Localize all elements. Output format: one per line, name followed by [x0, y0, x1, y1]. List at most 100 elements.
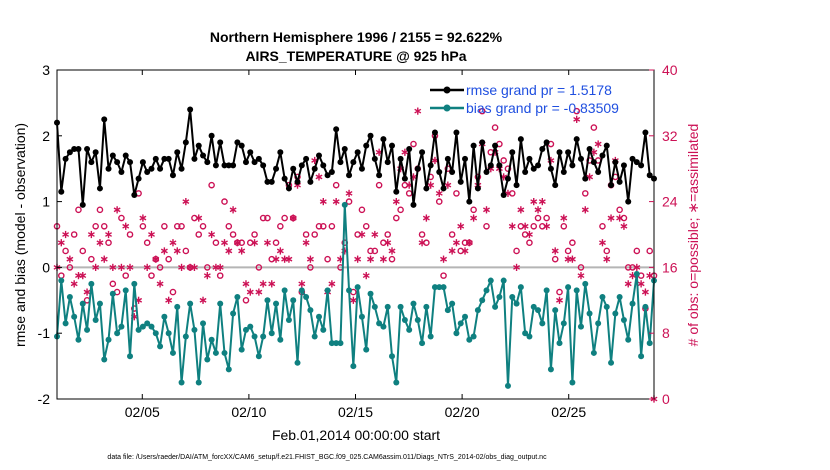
- rmse-point: [96, 185, 103, 192]
- rmse-point: [483, 168, 490, 175]
- obs-assimilated-marker: [564, 255, 572, 263]
- obs-possible-marker: [100, 222, 108, 230]
- bias-point: [187, 300, 194, 307]
- bias-point: [178, 379, 185, 386]
- bias-point: [625, 336, 632, 343]
- rmse-point: [582, 175, 589, 182]
- obs-assimilated-marker: [251, 239, 259, 247]
- y-axis-left-label: rmse and bias (model - observation): [12, 123, 28, 347]
- obs-assimilated-marker: [169, 239, 177, 247]
- rmse-point: [406, 145, 413, 152]
- obs-possible-marker: [156, 264, 164, 271]
- rmse-point: [187, 106, 194, 113]
- chart-title-line2: AIRS_TEMPERATURE @ 925 hPa: [245, 48, 466, 64]
- bias-point: [157, 343, 164, 350]
- bias-point: [225, 366, 232, 373]
- bias-point: [616, 294, 623, 301]
- obs-possible-marker: [362, 222, 370, 230]
- obs-possible-marker: [105, 239, 112, 247]
- obs-assimilated-marker: [513, 263, 521, 271]
- obs-assimilated-marker: [573, 115, 581, 123]
- obs-possible-marker: [143, 239, 151, 247]
- obs-assimilated-marker: [75, 272, 82, 280]
- obs-possible-marker: [216, 272, 224, 279]
- obs-assimilated-marker: [319, 198, 327, 206]
- obs-assimilated-marker: [646, 272, 654, 280]
- rmse-point: [453, 129, 460, 136]
- obs-possible-marker: [367, 247, 374, 255]
- obs-assimilated-marker: [113, 206, 121, 214]
- obs-possible-marker: [182, 247, 190, 255]
- obs-assimilated-marker: [543, 222, 551, 230]
- rmse-point: [92, 149, 99, 156]
- obs-possible-marker: [221, 198, 228, 205]
- rmse-point: [431, 129, 438, 136]
- bias-point: [311, 333, 318, 340]
- bias-point: [62, 320, 69, 327]
- bias-point: [255, 353, 262, 360]
- rmse-point: [346, 172, 353, 179]
- bias-point: [530, 303, 537, 310]
- rmse-point: [389, 142, 396, 149]
- bias-point: [620, 317, 627, 324]
- obs-possible-marker: [229, 231, 237, 238]
- bias-point: [436, 284, 443, 291]
- bias-point: [221, 349, 228, 356]
- bias-point: [431, 284, 438, 291]
- rmse-point: [101, 116, 108, 123]
- bias-point: [462, 313, 469, 320]
- rmse-point: [560, 168, 567, 175]
- rmse-point: [182, 139, 189, 146]
- obs-possible-marker: [551, 255, 559, 263]
- obs-possible-marker: [423, 239, 430, 247]
- obs-assimilated-marker: [263, 239, 271, 247]
- rmse-point: [440, 185, 447, 192]
- rmse-point: [522, 168, 529, 175]
- obs-assimilated-marker: [242, 280, 250, 288]
- obs-possible-marker: [375, 181, 383, 189]
- y-right-tick-label: 8: [662, 325, 670, 341]
- obs-assimilated-marker: [328, 280, 336, 288]
- obs-possible-marker: [500, 157, 507, 164]
- obs-assimilated-marker: [556, 296, 563, 304]
- rmse-point: [144, 168, 151, 175]
- rmse-point: [328, 168, 335, 175]
- bias-point: [273, 300, 280, 307]
- obs-possible-marker: [633, 247, 641, 255]
- rmse-point: [556, 149, 563, 156]
- obs-assimilated-marker: [100, 255, 108, 263]
- obs-possible-marker: [191, 214, 198, 222]
- obs-assimilated-marker: [521, 222, 529, 230]
- bias-point: [440, 284, 447, 291]
- rmse-point: [109, 152, 116, 159]
- obs-possible-marker: [530, 222, 538, 230]
- obs-assimilated-marker: [414, 107, 422, 115]
- obs-possible-marker: [75, 206, 82, 214]
- obs-possible-marker: [302, 231, 310, 238]
- obs-possible-marker: [165, 255, 172, 263]
- x-tick-label: 02/25: [551, 404, 586, 420]
- bias-point: [487, 277, 494, 284]
- obs-assimilated-marker: [332, 198, 340, 206]
- rmse-point: [358, 165, 365, 172]
- obs-possible-marker: [169, 288, 177, 296]
- rmse-point: [350, 159, 357, 166]
- obs-possible-marker: [453, 190, 460, 197]
- obs-possible-marker: [109, 280, 117, 288]
- bias-point: [453, 330, 460, 337]
- rmse-point: [242, 159, 249, 166]
- obs-assimilated-marker: [87, 230, 95, 239]
- bias-point: [376, 320, 383, 327]
- rmse-point: [307, 178, 314, 185]
- bias-point: [328, 340, 335, 347]
- bias-point: [333, 340, 340, 347]
- rmse-point: [118, 168, 125, 175]
- rmse-point: [131, 192, 138, 199]
- rmse-point: [513, 182, 520, 189]
- rmse-point: [122, 152, 129, 159]
- obs-assimilated-marker: [392, 198, 400, 206]
- rmse-point: [152, 155, 159, 162]
- obs-possible-marker: [435, 198, 443, 205]
- bias-point: [169, 349, 176, 356]
